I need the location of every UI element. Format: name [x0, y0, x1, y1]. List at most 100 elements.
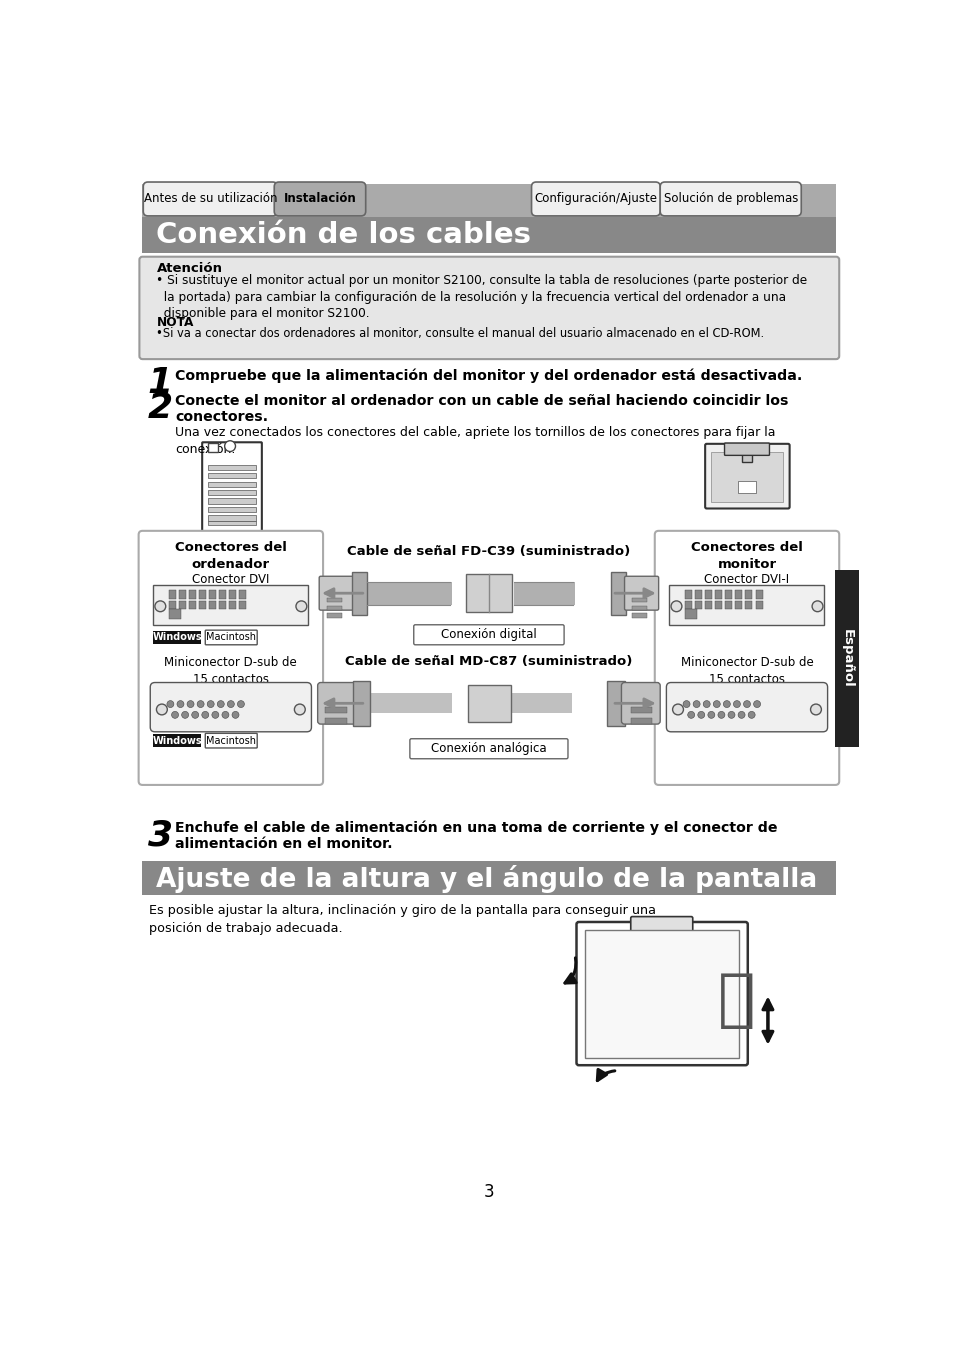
Bar [153, 585, 308, 625]
Text: Conecte el monitor al ordenador con un cable de señal haciendo coincidir los
con: Conecte el monitor al ordenador con un c… [174, 394, 787, 424]
Bar [711, 451, 782, 502]
Circle shape [202, 711, 209, 718]
Circle shape [682, 701, 689, 707]
Circle shape [222, 711, 229, 718]
Bar [169, 609, 181, 618]
Bar [630, 707, 652, 713]
Bar [327, 613, 342, 618]
Text: ⟋: ⟋ [718, 971, 755, 1031]
Circle shape [713, 701, 720, 707]
Circle shape [227, 701, 234, 707]
Bar [209, 601, 216, 609]
Bar [208, 516, 256, 521]
Bar [189, 601, 195, 609]
Text: Conexión analógica: Conexión analógica [431, 743, 546, 755]
Bar [208, 521, 256, 525]
Bar [465, 574, 512, 613]
Bar [744, 601, 752, 609]
Circle shape [181, 711, 189, 718]
FancyBboxPatch shape [205, 630, 257, 645]
Bar [631, 606, 646, 610]
Circle shape [167, 701, 173, 707]
Bar [229, 601, 236, 609]
FancyBboxPatch shape [138, 531, 323, 784]
Bar [327, 606, 342, 610]
Circle shape [687, 711, 694, 718]
Circle shape [237, 701, 244, 707]
Bar [511, 694, 571, 713]
Bar [669, 585, 823, 625]
Bar [737, 481, 756, 493]
Circle shape [217, 701, 224, 707]
Text: Conector DVI-I: Conector DVI-I [703, 574, 789, 586]
Text: Antes de su utilización: Antes de su utilización [143, 193, 276, 205]
FancyBboxPatch shape [659, 182, 801, 216]
Bar [715, 601, 721, 609]
Bar [153, 630, 201, 644]
Bar [370, 694, 452, 713]
Text: NOTA: NOTA [156, 316, 193, 329]
Circle shape [177, 701, 184, 707]
Circle shape [295, 601, 307, 612]
Circle shape [697, 711, 704, 718]
Text: Español: Español [840, 629, 853, 688]
FancyBboxPatch shape [576, 922, 747, 1065]
Bar [229, 590, 236, 598]
Bar [835, 570, 858, 747]
Bar [142, 861, 835, 895]
Bar [208, 508, 256, 513]
Text: •Si va a conectar dos ordenadores al monitor, consulte el manual del usuario alm: •Si va a conectar dos ordenadores al mon… [156, 327, 763, 340]
Bar [239, 590, 246, 598]
Circle shape [154, 601, 166, 612]
FancyBboxPatch shape [150, 683, 311, 732]
Bar [327, 598, 342, 602]
Text: Windows: Windows [152, 736, 202, 745]
Bar [153, 734, 201, 747]
FancyBboxPatch shape [666, 683, 827, 732]
Bar [654, 922, 669, 944]
Bar [631, 598, 646, 602]
Text: Macintosh: Macintosh [206, 736, 255, 745]
FancyBboxPatch shape [205, 733, 257, 748]
FancyBboxPatch shape [630, 917, 692, 934]
Text: Macintosh: Macintosh [206, 632, 255, 643]
Text: 3: 3 [483, 1183, 494, 1202]
Circle shape [232, 711, 239, 718]
Bar [755, 601, 761, 609]
Bar [367, 582, 452, 605]
FancyBboxPatch shape [531, 182, 659, 216]
FancyBboxPatch shape [317, 683, 356, 724]
Bar [607, 680, 624, 726]
Bar [239, 601, 246, 609]
Bar [208, 482, 256, 487]
Bar [209, 590, 216, 598]
Bar [353, 680, 370, 726]
Bar [755, 590, 761, 598]
Circle shape [810, 705, 821, 716]
Bar [630, 718, 652, 724]
Text: Conectores del
ordenador: Conectores del ordenador [174, 541, 287, 571]
Circle shape [172, 711, 178, 718]
Bar [219, 601, 226, 609]
Bar [179, 590, 186, 598]
Circle shape [733, 701, 740, 707]
Bar [208, 498, 256, 504]
Text: Atención: Atención [156, 262, 222, 275]
Bar [169, 590, 175, 598]
Circle shape [670, 601, 681, 612]
FancyBboxPatch shape [143, 182, 277, 216]
Text: Enchufe el cable de alimentación en una toma de corriente y el conector de
alime: Enchufe el cable de alimentación en una … [174, 821, 777, 850]
Bar [325, 707, 347, 713]
Bar [468, 684, 510, 722]
Text: Windows: Windows [152, 632, 202, 643]
Text: Instalación: Instalación [283, 193, 356, 205]
Text: Configuración/Ajuste: Configuración/Ajuste [534, 193, 657, 205]
FancyBboxPatch shape [654, 531, 839, 784]
Bar [169, 601, 175, 609]
Text: Compruebe que la alimentación del monitor y del ordenador está desactivada.: Compruebe que la alimentación del monito… [174, 369, 801, 383]
FancyBboxPatch shape [139, 256, 839, 359]
Bar [684, 601, 691, 609]
FancyBboxPatch shape [624, 576, 658, 610]
Bar [695, 601, 701, 609]
Bar [208, 464, 256, 470]
